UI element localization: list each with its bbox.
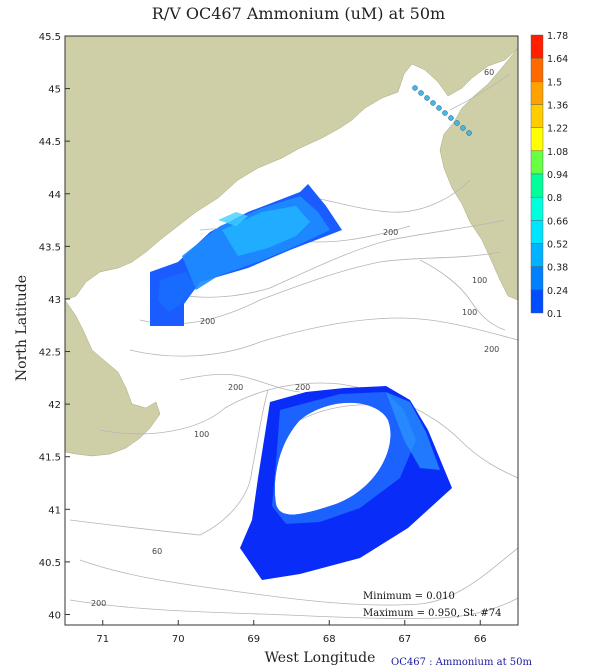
station-point [412,85,418,91]
colorbar-swatch [530,196,544,221]
land-nova-scotia [439,47,518,301]
y-tick-label: 40 [48,610,61,621]
station-point [418,90,424,96]
colorbar-swatch [530,243,544,267]
colorbar-label: 0.52 [547,240,568,251]
y-tick-label: 43 [48,295,61,306]
y-axis-label: North Latitude [14,274,30,382]
colorbar-swatch [530,289,544,314]
station-points [412,85,472,136]
x-tick-label: 69 [247,634,260,645]
colorbar-label: 0.24 [547,286,568,297]
y-tick-label: 40.5 [39,558,61,569]
colorbar-swatch [530,220,544,244]
colorbar-swatch [530,127,544,152]
colorbar-label: 0.38 [547,263,568,274]
y-tick-label: 44.5 [39,137,61,148]
x-tick-label: 66 [474,634,487,645]
stats-maximum: Maximum = 0.950, St. #74 [363,608,502,619]
x-tick-label: 70 [172,634,185,645]
colorbar-swatch [530,150,544,175]
y-tick-label: 44 [48,190,61,201]
svg-text:60: 60 [484,68,494,77]
x-tick-label: 67 [398,634,411,645]
station-point [424,95,430,101]
y-axis-ticks: 45.5 45 44.5 44 43.5 43 42.5 42 41.5 41 40.5 40 [39,32,70,621]
station-point [430,100,436,106]
x-axis-ticks: 71 70 69 68 67 66 [96,620,487,645]
colorbar-swatch [530,34,544,59]
y-tick-label: 41 [48,505,61,516]
colorbar-swatch [530,81,544,105]
svg-text:200: 200 [228,383,243,392]
svg-text:200: 200 [200,317,215,326]
station-point [454,120,460,126]
ammonium-field-georges-bank [240,386,452,580]
y-tick-label: 42.5 [39,348,61,359]
y-tick-label: 42 [48,400,61,411]
colorbar-label: 0.66 [547,216,568,227]
colorbar-label: 0.8 [547,193,562,204]
station-point [448,115,454,121]
y-tick-label: 43.5 [39,242,61,253]
colorbar-label: 1.22 [547,124,568,135]
svg-text:100: 100 [472,276,487,285]
colorbar-label: 1.78 [547,31,568,42]
svg-text:200: 200 [383,228,398,237]
y-tick-label: 45 [48,85,61,96]
station-point [466,130,472,136]
colorbar-label: 1.08 [547,147,568,158]
land-cape-cod [65,299,161,457]
svg-text:100: 100 [462,308,477,317]
colorbar-swatch [530,266,544,291]
stats-box: Minimum = 0.010 Maximum = 0.950, St. #74 [363,588,502,622]
colorbar-label: 1.64 [547,54,568,65]
svg-text:200: 200 [484,345,499,354]
plot-frame [64,35,519,626]
colorbar-label: 0.1 [547,309,562,320]
x-tick-label: 68 [323,634,336,645]
y-tick-label: 45.5 [39,32,61,43]
svg-text:60: 60 [152,547,162,556]
station-point [436,105,442,111]
x-tick-label: 71 [96,634,109,645]
svg-text:200: 200 [91,599,106,608]
land-mainland [65,36,518,301]
colorbar-swatch [530,173,544,198]
colorbar-label: 1.5 [547,77,562,88]
ammonium-field-gulf-of-maine [150,184,342,326]
chart-title: R/V OC467 Ammonium (uM) at 50m [151,4,446,23]
svg-text:200: 200 [295,383,310,392]
station-point [442,110,448,116]
svg-text:100: 100 [194,430,209,439]
colorbar-swatch [530,104,544,128]
stats-minimum: Minimum = 0.010 [363,591,455,602]
contour-labels: 60 100 200 200 200 100 200 200 100 60 20… [91,68,499,608]
colorbar-swatch [530,57,544,82]
credit-caption: OC467 : Ammonium at 50m [391,657,532,668]
y-tick-label: 41.5 [39,453,61,464]
station-point [460,125,466,131]
x-axis-label: West Longitude [264,650,376,666]
colorbar-label: 0.94 [547,170,568,181]
colorbar: 1.78 1.64 1.5 1.36 1.22 1.08 0.94 0.8 0.66 0.52 0.… [530,31,568,320]
colorbar-label: 1.36 [547,101,568,112]
